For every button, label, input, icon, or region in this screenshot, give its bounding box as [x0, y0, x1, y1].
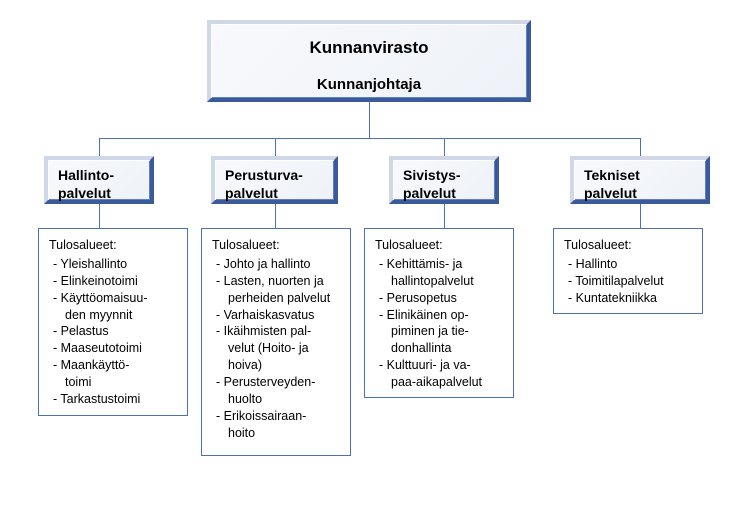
dept-label: Hallinto-: [58, 166, 140, 184]
detail-item: Johto ja hallinto: [228, 256, 340, 273]
detail-item: Kulttuuri- ja va-paa-aikapalvelut: [391, 357, 503, 391]
detail-item: Varhaiskasvatus: [228, 307, 340, 324]
dept-label: palvelut: [58, 184, 140, 202]
detail-item: Elinkeinotoimi: [65, 273, 177, 290]
dept-node-tekniset: Teknisetpalvelut: [570, 156, 710, 204]
detail-node-perusturva: Tulosalueet: Johto ja hallintoLasten, nuo…: [201, 228, 351, 456]
detail-item: Lasten, nuorten ja perheiden palvelut: [228, 273, 340, 307]
detail-item: Hallinto: [580, 256, 692, 273]
connector-line: [99, 138, 100, 156]
connector-line: [444, 138, 445, 156]
connector-line: [99, 204, 100, 228]
dept-label: palvelut: [403, 184, 485, 202]
detail-list: HallintoToimitilapalvelutKuntatekniikka: [564, 256, 692, 307]
dept-label: palvelut: [225, 184, 324, 202]
root-subtitle: Kunnanjohtaja: [231, 76, 507, 93]
detail-item: Perusopetus: [391, 290, 503, 307]
detail-list: YleishallintoElinkeinotoimiKäyttöomaisuu…: [49, 256, 177, 408]
detail-header: Tulosalueet:: [564, 237, 692, 254]
detail-item: Elinikäinen op-piminen ja tie-donhallint…: [391, 307, 503, 358]
connector-line: [99, 138, 640, 139]
detail-list: Johto ja hallintoLasten, nuorten ja perh…: [212, 256, 340, 442]
detail-item: Käyttöomaisuu-den myynnit: [65, 290, 177, 324]
detail-node-hallinto: Tulosalueet: YleishallintoElinkeinotoimiK…: [38, 228, 188, 416]
detail-list: Kehittämis- ja hallintopalvelutPerusopet…: [375, 256, 503, 391]
detail-item: Ikäihmisten pal-velut (Hoito- ja hoiva): [228, 323, 340, 374]
dept-label: Perusturva-: [225, 166, 324, 184]
dept-label: Tekniset: [584, 166, 696, 184]
detail-node-tekniset: Tulosalueet: HallintoToimitilapalvelutKun…: [553, 228, 703, 314]
dept-label: palvelut: [584, 184, 696, 202]
connector-line: [640, 138, 641, 156]
connector-line: [369, 102, 370, 138]
connector-line: [275, 138, 276, 156]
detail-item: Toimitilapalvelut: [580, 273, 692, 290]
detail-header: Tulosalueet:: [375, 237, 503, 254]
detail-item: Kuntatekniikka: [580, 290, 692, 307]
dept-node-hallinto: Hallinto-palvelut: [44, 156, 154, 204]
connector-line: [444, 204, 445, 228]
dept-label: Sivistys-: [403, 166, 485, 184]
detail-item: Kehittämis- ja hallintopalvelut: [391, 256, 503, 290]
root-title: Kunnanvirasto: [231, 38, 507, 58]
detail-header: Tulosalueet:: [212, 237, 340, 254]
detail-item: Tarkastustoimi: [65, 391, 177, 408]
detail-node-sivistys: Tulosalueet: Kehittämis- ja hallintopalve…: [364, 228, 514, 398]
detail-item: Pelastus: [65, 323, 177, 340]
detail-item: Yleishallinto: [65, 256, 177, 273]
dept-node-sivistys: Sivistys-palvelut: [389, 156, 499, 204]
detail-item: Maankäyttö-toimi: [65, 357, 177, 391]
detail-item: Erikoissairaan-hoito: [228, 408, 340, 442]
dept-node-perusturva: Perusturva-palvelut: [211, 156, 338, 204]
connector-line: [640, 204, 641, 228]
root-node: Kunnanvirasto Kunnanjohtaja: [207, 20, 531, 102]
detail-header: Tulosalueet:: [49, 237, 177, 254]
detail-item: Maaseutotoimi: [65, 340, 177, 357]
detail-item: Perusterveyden-huolto: [228, 374, 340, 408]
connector-line: [275, 204, 276, 228]
